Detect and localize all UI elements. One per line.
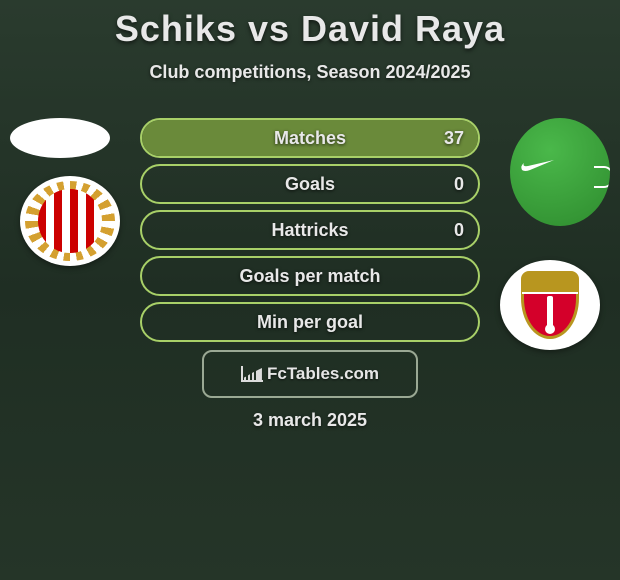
chart-icon xyxy=(241,366,263,382)
footer-brand-text: FcTables.com xyxy=(267,364,379,384)
stat-row-goals-per-match: Goals per match xyxy=(140,256,480,296)
stat-value-right: 0 xyxy=(454,174,464,195)
stat-label: Hattricks xyxy=(271,220,348,241)
stat-value-right: 37 xyxy=(444,128,464,149)
arsenal-badge-icon xyxy=(500,260,600,350)
club-left-badge xyxy=(20,176,120,266)
footer-brand-box[interactable]: FcTables.com xyxy=(202,350,418,398)
stat-rows: Matches 37 Goals 0 Hattricks 0 Goals per match… xyxy=(140,118,480,348)
stat-row-matches: Matches 37 xyxy=(140,118,480,158)
stat-label: Goals per match xyxy=(239,266,380,287)
player-right-avatar xyxy=(510,118,610,226)
player-left-avatar xyxy=(10,118,110,158)
psv-badge-icon xyxy=(20,176,120,266)
stat-row-hattricks: Hattricks 0 xyxy=(140,210,480,250)
stat-row-goals: Goals 0 xyxy=(140,164,480,204)
stat-label: Goals xyxy=(285,174,335,195)
stat-value-right: 0 xyxy=(454,220,464,241)
stat-row-min-per-goal: Min per goal xyxy=(140,302,480,342)
stat-label: Matches xyxy=(274,128,346,149)
page-title: Schiks vs David Raya xyxy=(0,0,620,50)
club-right-badge xyxy=(500,260,600,350)
subtitle: Club competitions, Season 2024/2025 xyxy=(0,62,620,83)
date-text: 3 march 2025 xyxy=(253,410,367,431)
stat-label: Min per goal xyxy=(257,312,363,333)
nike-icon xyxy=(520,158,556,172)
